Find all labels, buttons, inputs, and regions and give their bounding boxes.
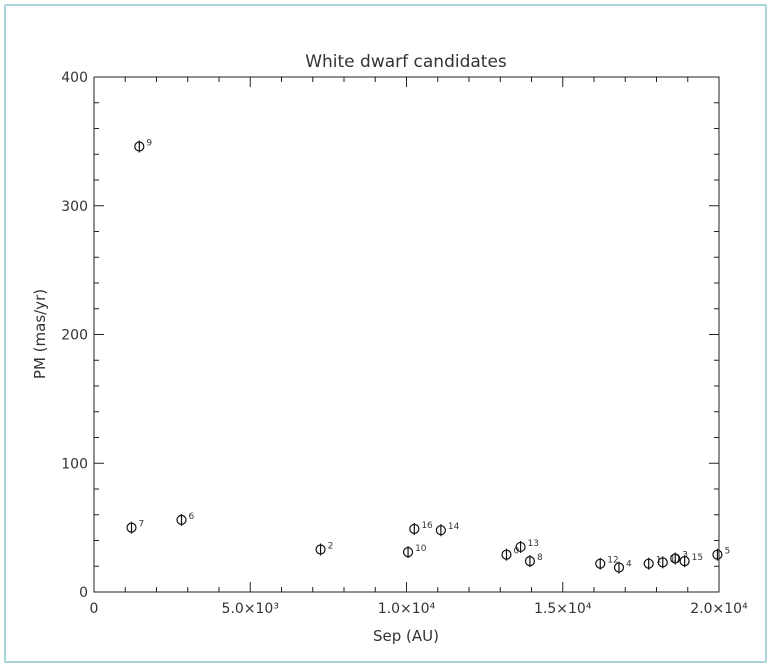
- y-tick-label: 0: [79, 585, 88, 601]
- y-tick-labels: 0 100 200 300 400: [61, 70, 88, 601]
- point-label: 2: [328, 542, 334, 552]
- data-point: 14: [435, 522, 460, 537]
- data-point: 8: [524, 553, 543, 568]
- x-tick-label: 1.0×10⁴: [378, 601, 436, 617]
- data-point: 4: [613, 560, 632, 574]
- data-point: 6: [176, 512, 195, 526]
- point-label: 4: [626, 560, 632, 570]
- axis-ticks: [93, 76, 720, 593]
- x-axis-label: Sep (AU): [373, 627, 439, 645]
- point-label: 6: [189, 512, 195, 522]
- point-label: 9: [146, 139, 152, 149]
- data-point: 7: [126, 520, 145, 534]
- y-tick-label: 300: [61, 199, 88, 215]
- x-tick-label: 5.0×10³: [222, 601, 279, 617]
- point-label: 10: [415, 544, 427, 554]
- y-tick-label: 400: [61, 70, 88, 86]
- y-axis-label: PM (mas/yr): [31, 289, 49, 379]
- point-label: 8: [537, 553, 543, 563]
- point-label: 0: [514, 547, 520, 557]
- data-point: 12: [595, 556, 619, 570]
- data-point: 11: [657, 554, 681, 569]
- point-label: 5: [724, 547, 730, 557]
- data-point: 5: [712, 547, 730, 561]
- x-tick-label: 2.0×10⁴: [690, 601, 748, 617]
- chart-title: White dwarf candidates: [305, 52, 507, 72]
- data-point: 2: [315, 542, 334, 556]
- point-label: 12: [607, 556, 618, 566]
- y-tick-label: 100: [61, 456, 88, 472]
- point-label: 13: [528, 539, 539, 549]
- point-label: 15: [692, 553, 703, 563]
- data-point: 13: [515, 539, 539, 553]
- data-point: 0: [501, 547, 520, 561]
- x-tick-label: 0: [90, 601, 99, 617]
- y-tick-label: 200: [61, 328, 88, 344]
- data-point: 9: [134, 139, 152, 153]
- figure-frame: [4, 4, 767, 663]
- x-tick-label: 1.5×10⁴: [534, 601, 592, 617]
- data-points: 976216141001381241113155: [126, 139, 730, 574]
- data-point: 15: [679, 553, 703, 568]
- point-label: 14: [448, 522, 460, 532]
- data-point: 10: [402, 544, 427, 559]
- data-point: 16: [409, 521, 433, 535]
- x-tick-labels: 0 5.0×10³ 1.0×10⁴ 1.5×10⁴ 2.0×10⁴: [90, 601, 749, 617]
- point-label: 7: [139, 520, 145, 530]
- point-label: 16: [421, 521, 433, 531]
